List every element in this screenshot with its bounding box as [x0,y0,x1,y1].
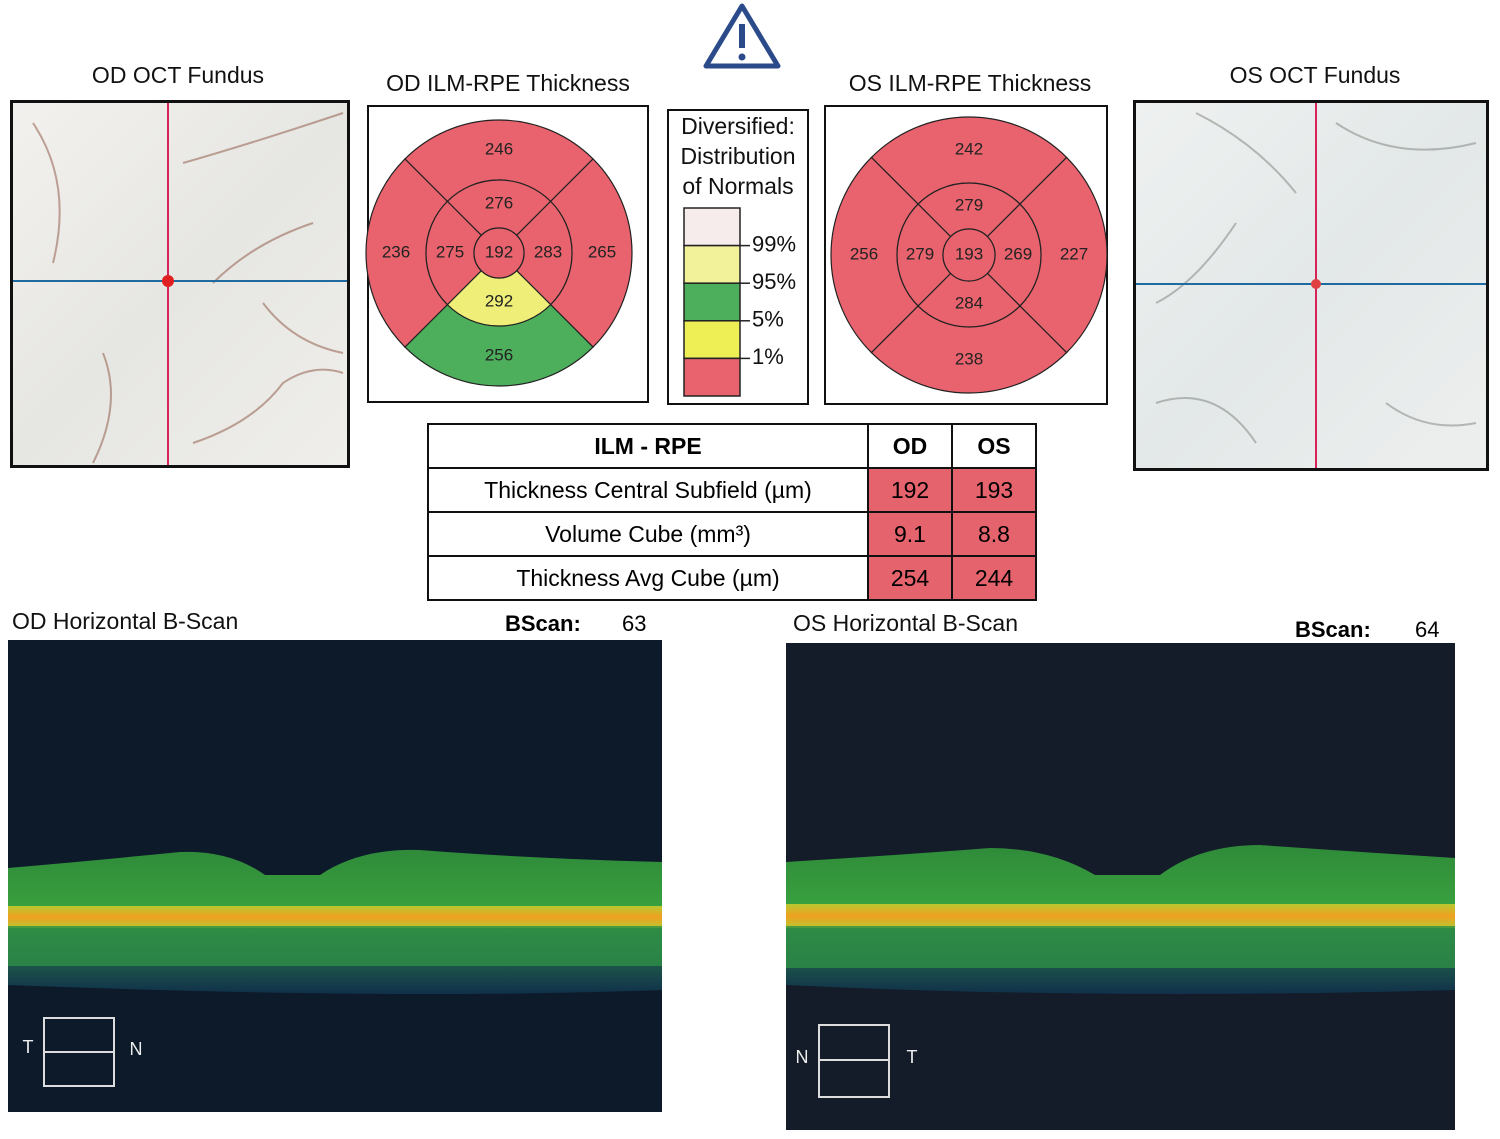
sector-value: 279 [955,195,983,214]
legend-title: Diversified: [681,113,795,139]
od-map-title: OD ILM-RPE Thickness [386,70,630,96]
sector-value: 275 [436,242,464,261]
legend-label: 99% [752,231,796,256]
od-bscan-title: OD Horizontal B-Scan [12,608,239,634]
legend-title: Distribution [680,143,795,169]
orientation-label: T [907,1047,918,1067]
table-header: ILM - RPE [427,423,869,469]
table-header: OD [867,423,953,469]
legend-swatch [683,357,741,397]
os-value: 244 [951,555,1037,601]
map-center [942,228,996,282]
os-fundus-title: OS OCT Fundus [1229,62,1401,88]
summary-table: ILM - RPE OD OS Thickness Central Subfie… [427,423,1037,601]
legend-label: 5% [752,307,784,332]
sector-value: 192 [485,242,513,261]
sector-value: 276 [485,193,513,212]
sector-value: 242 [955,139,983,158]
orientation-label: T [23,1037,34,1057]
warning-icon [703,3,781,69]
bscan-number: 64 [1415,617,1440,642]
legend-swatch [683,282,741,322]
sector-value: 246 [485,139,513,158]
od-value: 254 [867,555,953,601]
sector-value: 284 [955,293,983,312]
orientation-label: N [130,1039,143,1059]
os-bscan-title: OS Horizontal B-Scan [793,610,1018,636]
sector-value: 279 [906,244,934,263]
legend-swatch [683,320,741,360]
sector-value: 292 [485,291,513,310]
sector-value: 236 [382,242,410,261]
row-label: Thickness Central Subfield (µm) [427,467,869,513]
os-map-title: OS ILM-RPE Thickness [848,70,1092,96]
row-label: Thickness Avg Cube (µm) [427,555,869,601]
sector-value: 193 [955,244,983,263]
os-fundus-image [1133,100,1489,471]
od-fundus-image [10,100,350,468]
sector-value: 269 [1004,244,1032,263]
od-value: 192 [867,467,953,513]
sector-value: 256 [850,244,878,263]
od-fundus-title: OD OCT Fundus [91,62,265,88]
bscan-number: 63 [622,611,647,636]
table-header: OS [951,423,1037,469]
os-value: 8.8 [951,511,1037,557]
sector-value: 238 [955,349,983,368]
sector-value: 283 [534,242,562,261]
legend-swatch [683,244,741,284]
row-label: Volume Cube (mm³) [427,511,869,557]
sector-value: 256 [485,345,513,364]
legend-title: of Normals [682,173,793,199]
sector-value: 265 [588,242,616,261]
os-value: 193 [951,467,1037,513]
sector-value: 227 [1060,244,1088,263]
bscan-label: BScan: [1295,617,1371,642]
od-value: 9.1 [867,511,953,557]
orientation-label: N [796,1047,809,1067]
legend-swatch [683,207,741,247]
bscan-label: BScan: [505,611,581,636]
thickness-maps: 246 265 256 236 276 283 292 275 192 242 227 238 256 2… [365,105,1108,405]
legend-label: 1% [752,344,784,369]
legend-label: 95% [752,269,796,294]
map-center [473,227,525,279]
